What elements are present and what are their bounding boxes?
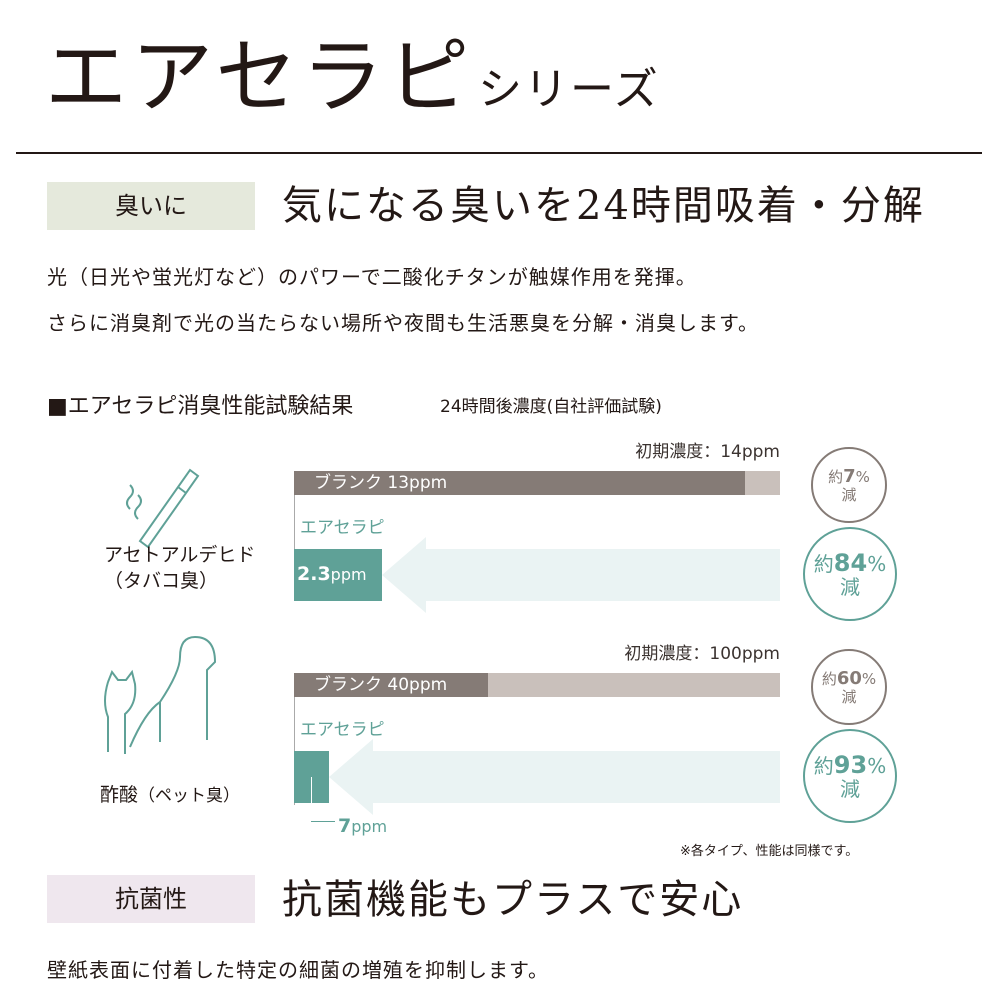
odor-headline: 気になる臭いを24時間吸着・分解 (282, 183, 925, 229)
odor-sub: （ペット臭） (138, 786, 241, 806)
blank-bar: ブランク 13ppm (294, 471, 746, 495)
product-reduction-badge: 約93% 減 (803, 729, 897, 823)
test-note: 24時間後濃度(自社評価試験) (440, 397, 662, 417)
product-reduction-badge: 約84% 減 (803, 527, 897, 621)
page-subtitle: シリーズ (478, 64, 660, 115)
blank-reduction-badge: 約60% 減 (811, 649, 887, 725)
leader-line (311, 821, 335, 822)
footnote: ※各タイプ、性能は同様です。 (680, 844, 859, 859)
initial-concentration: 初期濃度：100ppm (624, 644, 780, 664)
odor-sub: （タバコ臭） (104, 570, 219, 592)
axis-line (294, 495, 295, 600)
cigarette-icon (120, 465, 210, 559)
page-title: エアセラピ (45, 30, 474, 125)
initial-concentration: 初期濃度：14ppm (635, 442, 780, 462)
odor-name: 酢酸（ペット臭） (100, 782, 240, 809)
odor-tag: 臭いに (47, 182, 255, 230)
odor-name-text: アセトアルデヒド (104, 544, 256, 566)
leader-line (311, 777, 312, 822)
odor-body-line-2: さらに消臭剤で光の当たらない場所や夜間も生活悪臭を分解・消臭します。 (47, 311, 759, 335)
reduction-arrow (381, 537, 780, 613)
reduction-arrow (329, 739, 780, 815)
divider (16, 152, 982, 154)
antibac-headline: 抗菌機能もプラスで安心 (282, 877, 744, 923)
odor-body-line-1: 光（日光や蛍光灯など）のパワーで二酸化チタンが触媒作用を発揮。 (47, 265, 697, 289)
product-label: エアセラピ (300, 720, 385, 740)
odor-name: アセトアルデヒド （タバコ臭） (104, 542, 255, 594)
product-label: エアセラピ (300, 518, 385, 538)
antibac-body: 壁紙表面に付着した特定の細菌の増殖を抑制します。 (47, 958, 549, 982)
product-bar (294, 549, 382, 601)
product-value: 7ppm (338, 815, 388, 837)
test-heading: ■エアセラピ消臭性能試験結果 (47, 394, 354, 419)
antibac-tag: 抗菌性 (47, 875, 255, 923)
dog-cat-icon (100, 627, 230, 761)
blank-reduction-badge: 約7% 減 (811, 447, 887, 523)
odor-name-text: 酢酸 (100, 784, 139, 806)
product-value: 2.3ppm (297, 563, 367, 585)
blank-bar: ブランク 40ppm (294, 673, 489, 697)
